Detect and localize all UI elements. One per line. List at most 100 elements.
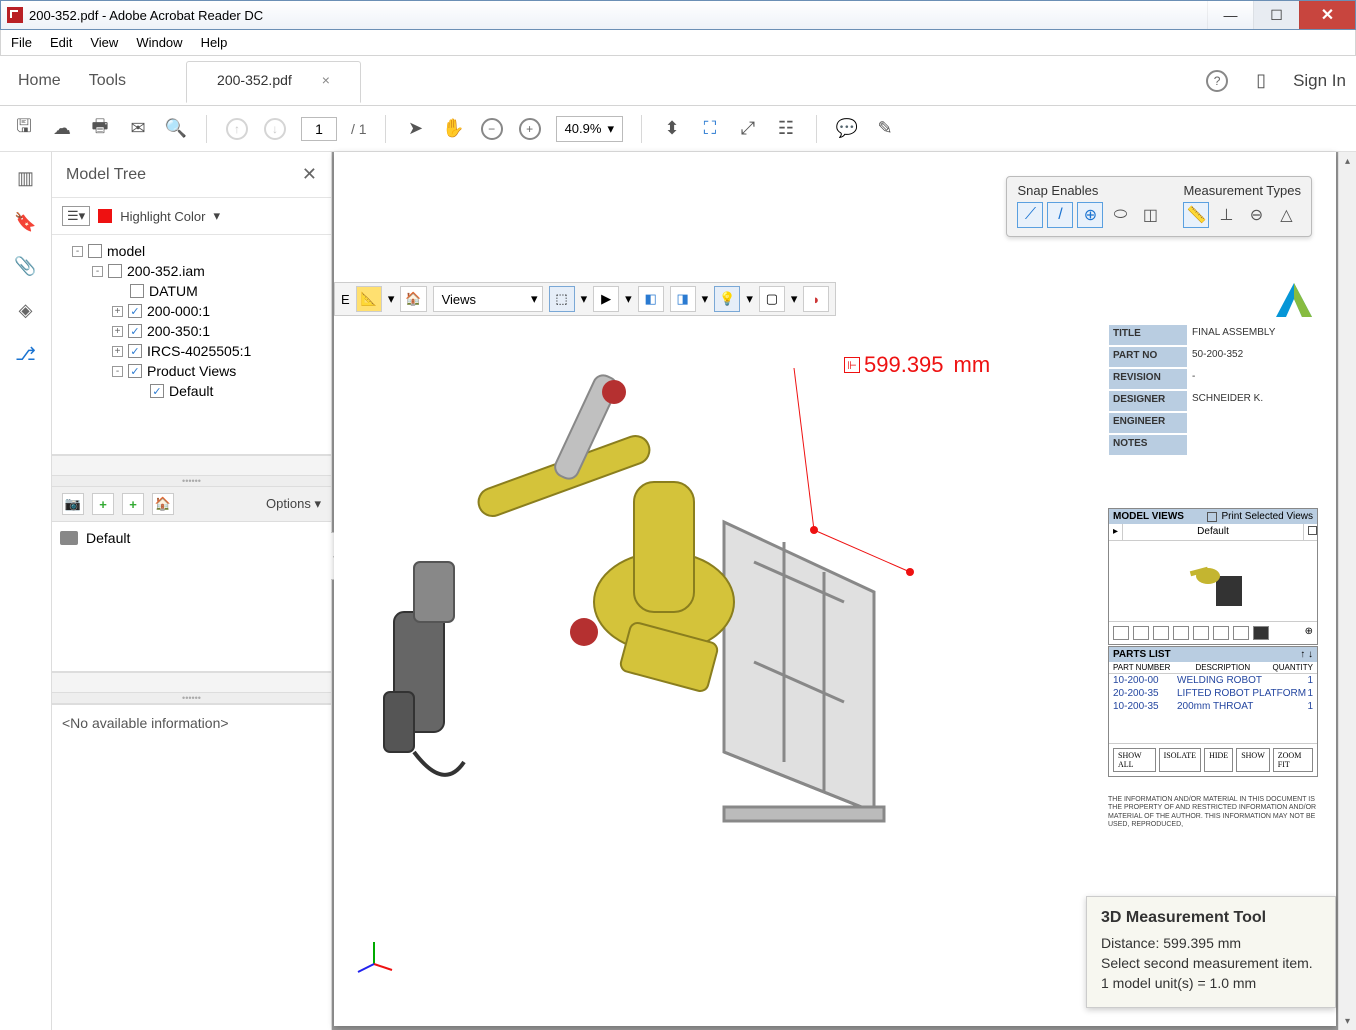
view-plus-icon[interactable]: ⊕ — [1305, 626, 1313, 640]
window-maximize[interactable]: ☐ — [1253, 1, 1299, 29]
tree-checkbox[interactable]: ✓ — [128, 304, 142, 318]
section-button[interactable]: ◗ — [803, 286, 829, 312]
view-mode-3[interactable] — [1153, 626, 1169, 640]
model-tree[interactable]: -model-200-352.iamDATUM+✓200-000:1+✓200-… — [52, 235, 331, 455]
ruler-button[interactable]: 📐 — [356, 286, 382, 312]
tab-tools[interactable]: Tools — [89, 72, 126, 90]
measure-angle-icon[interactable]: △ — [1273, 202, 1299, 228]
search-icon[interactable]: 🔍 — [164, 117, 188, 141]
parts-button[interactable]: SHOW ALL — [1113, 748, 1156, 772]
pointer-icon[interactable]: ➤ — [404, 117, 428, 141]
sign-in-link[interactable]: Sign In — [1293, 71, 1346, 91]
parts-row[interactable]: 10-200-35200mm THROAT1 — [1109, 700, 1317, 713]
tab-home[interactable]: Home — [18, 72, 61, 90]
highlight-color-swatch[interactable] — [98, 209, 112, 223]
measure-perpendicular-icon[interactable]: ⊥ — [1213, 202, 1239, 228]
tree-button[interactable]: ⬚ — [549, 286, 575, 312]
view-mode-icons[interactable]: ⊕ — [1109, 621, 1317, 644]
snap-measurement-toolbar[interactable]: Snap Enables ⟋ / ⊕ ⬭ ◫ Measurement Types… — [1006, 176, 1312, 237]
views-horizontal-scrollbar[interactable] — [52, 672, 331, 692]
print-icon[interactable]: 🖶 — [88, 117, 112, 141]
expand-icon[interactable]: + — [112, 306, 123, 317]
fit-page-icon[interactable]: ⛶ — [698, 117, 722, 141]
tree-horizontal-scrollbar[interactable] — [52, 455, 331, 475]
measurement-annotation[interactable]: ⊩ 599.395 mm — [844, 352, 990, 378]
camera-button[interactable]: 📷 — [62, 493, 84, 515]
tree-node[interactable]: -model — [56, 241, 327, 261]
tree-node[interactable]: +✓200-350:1 — [56, 321, 327, 341]
page-up-icon[interactable]: ↑ — [225, 117, 249, 141]
light-button[interactable]: 💡 — [714, 286, 740, 312]
parts-row[interactable]: 20-200-35LIFTED ROBOT PLATFORM1 — [1109, 687, 1317, 700]
sort-arrows-icon[interactable]: ↑ ↓ — [1300, 649, 1313, 660]
chevron-down-icon[interactable]: ▾ — [746, 291, 753, 307]
tree-node[interactable]: +✓200-000:1 — [56, 301, 327, 321]
tree-checkbox[interactable] — [108, 264, 122, 278]
model-views-panel[interactable]: MODEL VIEWS Print Selected Views ▸ Defau… — [1108, 508, 1318, 645]
fullscreen-icon[interactable]: ⤢ — [736, 117, 760, 141]
expand-icon[interactable]: - — [72, 246, 83, 257]
snap-edge-icon[interactable]: / — [1047, 202, 1073, 228]
tab-active-document[interactable]: 200-352.pdf × — [186, 61, 361, 103]
tree-checkbox[interactable] — [130, 284, 144, 298]
snap-radial-icon[interactable]: ⊕ — [1077, 202, 1103, 228]
mail-icon[interactable]: ✉ — [126, 117, 150, 141]
splitter-grip-2[interactable]: •••••• — [52, 692, 331, 704]
tree-checkbox[interactable] — [88, 244, 102, 258]
chevron-down-icon[interactable]: ▾ — [791, 291, 798, 307]
print-views-checkbox[interactable] — [1207, 512, 1217, 522]
scroll-up-icon[interactable]: ▴ — [1339, 152, 1356, 170]
highlight-color-label[interactable]: Highlight Color — [120, 209, 205, 224]
tab-close-icon[interactable]: × — [322, 72, 330, 88]
tree-checkbox[interactable]: ✓ — [128, 344, 142, 358]
view-mode-4[interactable] — [1173, 626, 1189, 640]
parts-button[interactable]: ISOLATE — [1159, 748, 1201, 772]
attachment-icon[interactable]: 📎 — [14, 254, 38, 278]
view-mode-5[interactable] — [1193, 626, 1209, 640]
list-view-icon[interactable]: ☰▾ — [62, 206, 90, 226]
chevron-down-icon[interactable]: ▾ — [625, 291, 632, 307]
zoom-out-icon[interactable]: − — [480, 117, 504, 141]
expand-icon[interactable]: + — [112, 346, 123, 357]
window-minimize[interactable]: — — [1207, 1, 1253, 29]
views-list[interactable]: Default — [52, 522, 331, 672]
bg-color-button[interactable]: ▢ — [759, 286, 785, 312]
snap-face-icon[interactable]: ◫ — [1137, 202, 1163, 228]
expand-icon[interactable]: - — [112, 366, 123, 377]
cloud-icon[interactable]: ☁ — [50, 117, 74, 141]
panel-close-icon[interactable]: ✕ — [302, 164, 317, 185]
splitter-grip[interactable]: •••••• — [52, 475, 331, 487]
tree-checkbox[interactable]: ✓ — [128, 324, 142, 338]
comment-icon[interactable]: 💬 — [835, 117, 859, 141]
page-down-icon[interactable]: ↓ — [263, 117, 287, 141]
tree-checkbox[interactable]: ✓ — [150, 384, 164, 398]
thumbnails-icon[interactable]: ▥ — [14, 166, 38, 190]
view-mode-8[interactable] — [1253, 626, 1269, 640]
menu-edit[interactable]: Edit — [50, 35, 72, 50]
tree-node[interactable]: -200-352.iam — [56, 261, 327, 281]
tree-node[interactable]: -✓Product Views — [56, 361, 327, 381]
parts-row[interactable]: 10-200-00WELDING ROBOT1 — [1109, 674, 1317, 687]
bookmark-icon[interactable]: 🔖 — [14, 210, 38, 234]
options-dropdown[interactable]: Options ▾ — [266, 496, 321, 512]
model-tree-icon[interactable]: ⎇ — [14, 342, 38, 366]
tree-node[interactable]: ✓Default — [56, 381, 327, 401]
view-arrow-icon[interactable]: ▸ — [1109, 524, 1123, 540]
parts-button[interactable]: HIDE — [1204, 748, 1233, 772]
cube-button[interactable]: ◧ — [638, 286, 664, 312]
view-checkbox[interactable] — [1308, 526, 1317, 535]
expand-icon[interactable]: - — [92, 266, 103, 277]
tree-node[interactable]: +✓IRCS-4025505:1 — [56, 341, 327, 361]
view-mode-7[interactable] — [1233, 626, 1249, 640]
view-mode-1[interactable] — [1113, 626, 1129, 640]
model-view-thumbnail[interactable] — [1109, 541, 1317, 621]
view-default-label[interactable]: Default — [1123, 524, 1303, 540]
home-button[interactable]: 🏠 — [152, 493, 174, 515]
document-viewport[interactable]: ◀ Snap Enables ⟋ / ⊕ ⬭ ◫ Measurement Typ… — [332, 152, 1356, 1030]
home-view-button[interactable]: 🏠 — [400, 286, 426, 312]
parts-button[interactable]: ZOOM FIT — [1273, 748, 1313, 772]
page-number-input[interactable] — [301, 117, 337, 141]
help-icon[interactable]: ? — [1205, 69, 1229, 93]
hand-icon[interactable]: ✋ — [442, 117, 466, 141]
fit-width-icon[interactable]: ⬍ — [660, 117, 684, 141]
